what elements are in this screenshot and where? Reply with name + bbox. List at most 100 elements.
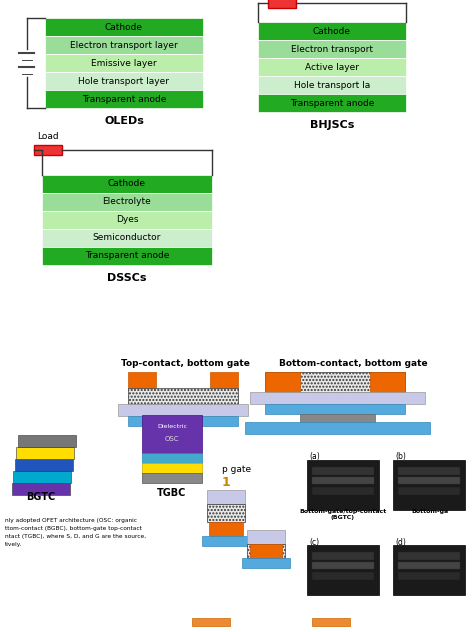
Text: Top-contact, bottom gate: Top-contact, bottom gate (120, 358, 249, 367)
Bar (142, 473, 202, 483)
Bar (245, 422, 430, 434)
Text: TGBC: TGBC (157, 488, 187, 498)
Bar (42, 229, 212, 247)
Bar (142, 415, 202, 453)
Bar (258, 58, 406, 76)
Text: p gate: p gate (222, 466, 251, 475)
Bar (312, 562, 374, 569)
Bar (250, 544, 282, 558)
Bar (398, 572, 460, 580)
Bar (247, 544, 285, 558)
Text: Hole transport la: Hole transport la (294, 80, 370, 90)
Text: BHJSCs: BHJSCs (310, 120, 354, 130)
Bar (312, 487, 374, 495)
Text: Electron transport layer: Electron transport layer (70, 40, 178, 49)
Bar (258, 76, 406, 94)
Bar (207, 504, 245, 522)
Bar (142, 453, 202, 463)
Bar (142, 463, 202, 473)
Text: Transparent anode: Transparent anode (85, 252, 169, 260)
Bar (265, 404, 405, 414)
Bar (398, 477, 460, 484)
Bar (17, 447, 74, 459)
Bar (42, 175, 212, 193)
Text: (a): (a) (309, 453, 320, 461)
Text: Bottom-ga: Bottom-ga (411, 509, 448, 514)
Text: Cathode: Cathode (108, 179, 146, 188)
Text: 1: 1 (222, 477, 230, 490)
Bar (118, 404, 248, 416)
Bar (45, 90, 203, 108)
Text: tively.: tively. (5, 542, 22, 547)
Text: (c): (c) (309, 537, 319, 547)
Bar (34, 145, 62, 155)
Bar (300, 414, 375, 422)
Text: Transparent anode: Transparent anode (290, 99, 374, 107)
Bar (45, 18, 203, 36)
Bar (268, 0, 296, 8)
Bar (210, 372, 238, 388)
Bar (15, 459, 73, 471)
Bar (258, 22, 406, 40)
Text: (b): (b) (395, 453, 406, 461)
Bar (128, 372, 156, 388)
Text: Semiconductor: Semiconductor (93, 233, 161, 243)
Bar (307, 545, 379, 595)
Bar (45, 36, 203, 54)
Bar (312, 467, 374, 475)
Text: Bottom-gate/top-contact
(BGTC): Bottom-gate/top-contact (BGTC) (300, 509, 387, 520)
Text: OSC: OSC (165, 436, 179, 442)
Bar (13, 471, 72, 483)
Bar (202, 536, 250, 546)
Text: Cathode: Cathode (313, 27, 351, 35)
Bar (247, 530, 285, 544)
Bar (45, 54, 203, 72)
Bar (242, 558, 290, 568)
Bar (398, 552, 460, 560)
Bar (398, 467, 460, 475)
Bar (398, 487, 460, 495)
Text: OLEDs: OLEDs (104, 116, 144, 126)
Bar (312, 477, 374, 484)
Bar (250, 392, 425, 404)
Bar (18, 435, 76, 447)
Bar (128, 388, 238, 404)
Text: Active layer: Active layer (305, 63, 359, 71)
Bar (42, 247, 212, 265)
Bar (192, 618, 230, 626)
Bar (258, 94, 406, 112)
Bar (370, 372, 405, 392)
Text: Load: Load (37, 132, 59, 141)
Bar (307, 460, 379, 510)
Bar (42, 211, 212, 229)
Text: Hole transport layer: Hole transport layer (79, 76, 170, 85)
Text: ntact (TGBC), where S, D, and G are the source,: ntact (TGBC), where S, D, and G are the … (5, 534, 146, 539)
Bar (209, 522, 243, 536)
Bar (265, 372, 405, 392)
Bar (312, 552, 374, 560)
Text: Dyes: Dyes (116, 216, 138, 224)
Text: Cathode: Cathode (105, 23, 143, 32)
Bar (398, 562, 460, 569)
Bar (393, 545, 465, 595)
Bar (45, 72, 203, 90)
Text: Transparent anode: Transparent anode (82, 95, 166, 104)
Text: ttom-contact (BGBC), bottom-gate top-contact: ttom-contact (BGBC), bottom-gate top-con… (5, 526, 142, 531)
Bar (265, 372, 300, 392)
Text: Electron transport: Electron transport (291, 44, 373, 54)
Bar (207, 490, 245, 504)
Bar (312, 572, 374, 580)
Bar (12, 483, 70, 495)
Bar (128, 416, 238, 426)
Bar (393, 460, 465, 510)
Text: Dielectric: Dielectric (157, 425, 187, 430)
Text: DSSCs: DSSCs (107, 273, 147, 283)
Bar (258, 40, 406, 58)
Bar (312, 618, 350, 626)
Text: Bottom-contact, bottom gate: Bottom-contact, bottom gate (279, 358, 428, 367)
Bar (42, 193, 212, 211)
Text: Electrolyte: Electrolyte (103, 197, 151, 207)
Text: Emissive layer: Emissive layer (91, 59, 157, 68)
Text: BGTC: BGTC (27, 492, 55, 502)
Text: (d): (d) (395, 537, 406, 547)
